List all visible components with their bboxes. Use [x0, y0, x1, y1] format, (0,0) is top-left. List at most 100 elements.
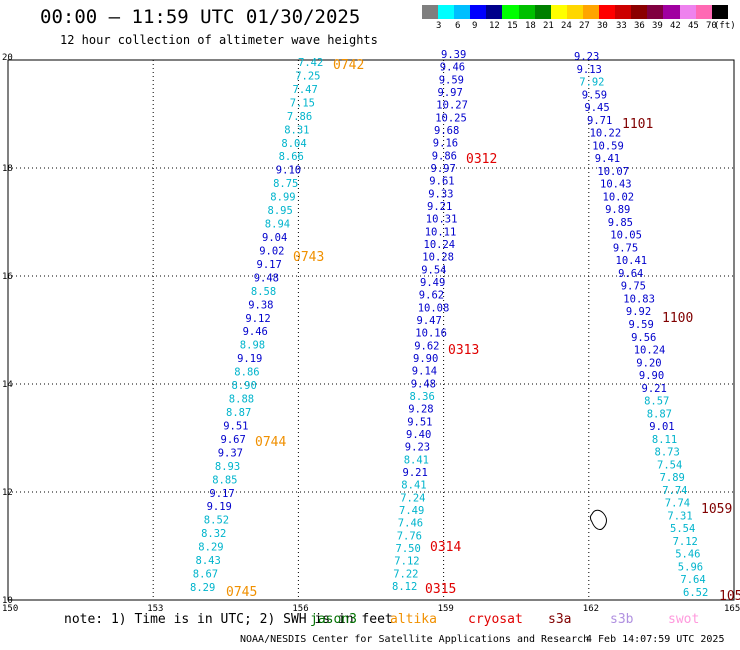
wave-height-value: 9.41: [595, 153, 620, 165]
wave-height-value: 5.54: [670, 523, 695, 535]
legend-label: 39: [652, 21, 663, 31]
wave-height-value: 10.11: [425, 226, 457, 238]
wave-height-value: 9.71: [587, 115, 612, 127]
wave-height-value: 9.48: [411, 378, 436, 390]
legend-swatch: [582, 5, 600, 19]
legend-label: 24: [561, 21, 572, 31]
wave-height-value: 9.75: [621, 281, 646, 293]
wave-height-value: 10.05: [610, 230, 642, 242]
wave-height-value: 8.41: [401, 480, 426, 492]
wave-height-value: 9.89: [605, 204, 630, 216]
wave-height-value: 10.07: [597, 166, 629, 178]
y-tick-label: 12: [2, 488, 13, 498]
wave-height-value: 9.90: [413, 353, 438, 365]
wave-height-value: 8.67: [193, 569, 218, 581]
pass-label: 0315: [425, 582, 456, 597]
legend-swatch: [534, 5, 551, 19]
wave-height-value: 9.21: [427, 201, 452, 213]
wave-height-value: 10.24: [424, 239, 456, 251]
sat-label-s3b: s3b: [610, 612, 634, 627]
legend-label: 27: [579, 21, 590, 31]
wave-height-value: 10.83: [623, 294, 655, 306]
wave-height-value: 5.46: [675, 549, 700, 561]
wave-height-value: 9.13: [577, 64, 602, 76]
wave-height-value: 10.41: [616, 255, 648, 267]
legend-label: 36: [634, 21, 645, 31]
wave-height-value: 8.73: [655, 447, 680, 459]
wave-height-value: 7.15: [290, 97, 315, 109]
wave-height-value: 7.74: [665, 498, 690, 510]
pass-label: 105: [719, 589, 740, 604]
sat-label-s3a: s3a: [548, 612, 572, 627]
wave-height-value: 9.59: [629, 319, 654, 331]
wave-height-value: 9.68: [434, 125, 459, 137]
wave-height-value: 9.33: [428, 188, 453, 200]
pass-label: 0313: [448, 343, 479, 358]
wave-height-value: 9.21: [403, 467, 428, 479]
legend-swatch: [679, 5, 696, 19]
wave-height-value: 9.46: [440, 62, 465, 74]
wave-height-value: 7.46: [398, 518, 423, 530]
wave-height-value: 9.62: [414, 340, 439, 352]
wave-height-value: 9.23: [405, 442, 430, 454]
legend-label: 6: [455, 21, 461, 31]
legend-swatch: [470, 5, 487, 19]
legend-label: 45: [688, 21, 699, 31]
y-tick-label: 18: [2, 164, 13, 174]
wave-height-value: 7.25: [295, 71, 320, 83]
wave-height-value: 8.58: [251, 286, 276, 298]
y-axis-ticks: 10 12 14 16 18 20: [2, 53, 13, 606]
wave-height-value: 9.92: [626, 306, 651, 318]
legend-swatch: [422, 5, 439, 19]
wave-height-value: 8.90: [232, 380, 257, 392]
map-grid: [8, 60, 734, 600]
pass-label: 0743: [293, 250, 324, 265]
y-tick-label: 14: [2, 380, 13, 390]
wave-height-value: 9.75: [613, 242, 638, 254]
wave-height-value: 7.12: [394, 556, 419, 568]
wave-height-value: 9.97: [438, 87, 463, 99]
legend-swatch: [454, 5, 471, 19]
legend-label: 30: [597, 21, 608, 31]
wave-height-value: 8.04: [281, 138, 306, 150]
wave-height-value: 9.37: [218, 447, 243, 459]
wave-height-value: 8.29: [198, 542, 223, 554]
wave-height-value: 9.47: [417, 315, 442, 327]
wave-height-value: 10.31: [426, 214, 458, 226]
wave-height-value: 9.17: [257, 259, 282, 271]
legend-label: 42: [670, 21, 681, 31]
legend-swatch: [663, 5, 680, 19]
wave-height-value: 7.42: [298, 57, 323, 69]
wave-height-value: 8.12: [392, 581, 417, 593]
wave-height-value: 7.76: [397, 530, 422, 542]
legend-swatch: [695, 5, 712, 19]
wave-height-value: 9.04: [262, 232, 287, 244]
wave-height-value: 9.39: [441, 49, 466, 61]
wave-height-value: 10.28: [422, 252, 454, 264]
wave-height-value: 7.74: [662, 485, 687, 497]
wave-height-value: 7.49: [399, 505, 424, 517]
legend-label: 15: [507, 21, 518, 31]
wave-height-value: 9.48: [254, 272, 279, 284]
wave-height-value: 8.75: [273, 178, 298, 190]
wave-height-value: 9.51: [223, 421, 248, 433]
wave-height-value: 8.57: [644, 396, 669, 408]
legend-label: 3: [436, 21, 442, 31]
wave-height-value: 9.64: [618, 268, 643, 280]
legend-label: 9: [472, 21, 478, 31]
sat-label-jason3: jason3: [310, 612, 357, 627]
wave-height-value: 8.95: [268, 205, 293, 217]
legend-label: 21: [543, 21, 554, 31]
wave-height-value: 8.43: [196, 555, 221, 567]
wave-height-value: 8.87: [647, 408, 672, 420]
wave-height-value: 9.17: [209, 488, 234, 500]
wave-height-value: 8.29: [190, 582, 215, 594]
color-scale-labels: 3 6 9 12 15 18 21 24 27 30 33 36 39 42 45 70 (ft): [422, 21, 740, 33]
pass-labels: 0742 0743 0744 0745 0312 0313 0314 0315 1101 1100…: [226, 58, 740, 604]
wave-height-value: 10.27: [436, 100, 468, 112]
wave-height-value: 10.16: [415, 328, 447, 340]
wave-height-value: 8.32: [201, 528, 226, 540]
x-axis-ticks: 150 153 156 159 162 165: [2, 604, 740, 614]
y-tick-label: 16: [2, 272, 13, 282]
